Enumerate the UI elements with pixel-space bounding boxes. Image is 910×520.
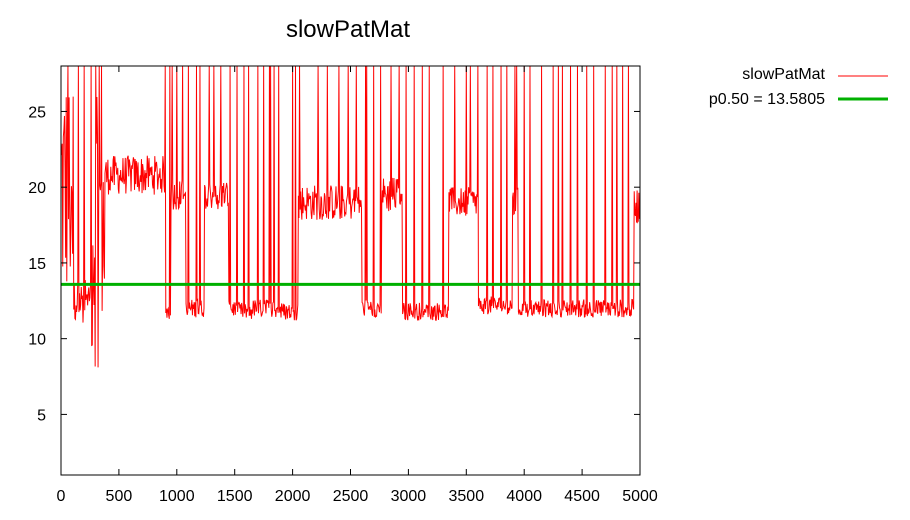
series-layer [60,65,641,368]
x-tick-label: 2000 [275,488,311,505]
y-tick-label: 5 [37,407,46,424]
y-tick-label: 20 [28,180,46,197]
y-axis: 5 10 15 20 25 [28,104,640,424]
x-tick-label: 3000 [391,488,427,505]
y-tick-label: 15 [28,256,46,273]
x-tick-label: 4500 [564,488,600,505]
series-line-slowpatmat [60,65,641,368]
x-tick-label: 500 [106,488,133,505]
x-tick-label: 1500 [217,488,253,505]
legend-label-slowpatmat: slowPatMat [742,66,825,83]
x-tick-label: 5000 [622,488,658,505]
x-axis: 0 500 1000 1500 2000 2500 3000 3500 4000 4500 5000 [57,66,658,505]
chart-title: slowPatMat [286,16,410,43]
x-tick-label: 0 [57,488,66,505]
legend: slowPatMat p0.50 = 13.5805 [709,66,888,108]
legend-label-median: p0.50 = 13.5805 [709,91,825,108]
x-tick-label: 2500 [333,488,369,505]
y-tick-label: 25 [28,104,46,121]
y-tick-label: 10 [28,332,46,349]
x-tick-label: 1000 [159,488,195,505]
x-tick-label: 3500 [449,488,485,505]
x-tick-label: 4000 [506,488,542,505]
